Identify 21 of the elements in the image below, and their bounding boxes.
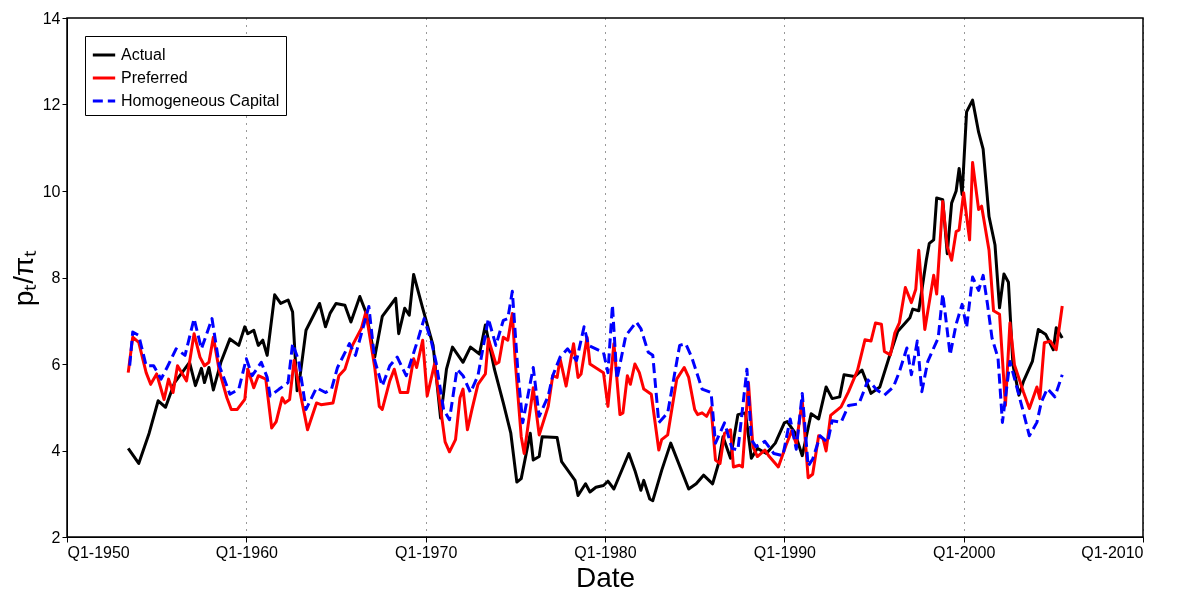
y-axis-title: pₜ/πₜ [7, 249, 39, 307]
x-tick-label: Q1-1990 [753, 543, 817, 561]
legend-label: Homogeneous Capital [121, 92, 280, 109]
x-axis-title: Date [575, 561, 636, 593]
legend-label: Actual [121, 46, 166, 63]
x-tick-label: Q1-1950 [67, 543, 130, 561]
x-tick-label: Q1-1980 [574, 543, 637, 561]
x-tick-label: Q1-1960 [215, 543, 279, 561]
legend-label: Preferred [121, 69, 188, 86]
line-series [128, 273, 1064, 468]
x-tick-label: Q1-1970 [395, 543, 458, 561]
y-tick-label: 2 [51, 528, 61, 546]
x-tick-label: Q1-2010 [1081, 543, 1144, 561]
line-series [126, 160, 1064, 480]
y-tick-label: 12 [42, 96, 61, 113]
y-tick-label: 6 [51, 355, 61, 373]
y-tick-label: 10 [42, 182, 61, 200]
x-tick-label: Q1-2000 [933, 543, 996, 561]
y-tick-label: 8 [51, 269, 61, 286]
y-tick-label: 14 [42, 9, 61, 27]
y-tick-label: 4 [51, 442, 61, 459]
